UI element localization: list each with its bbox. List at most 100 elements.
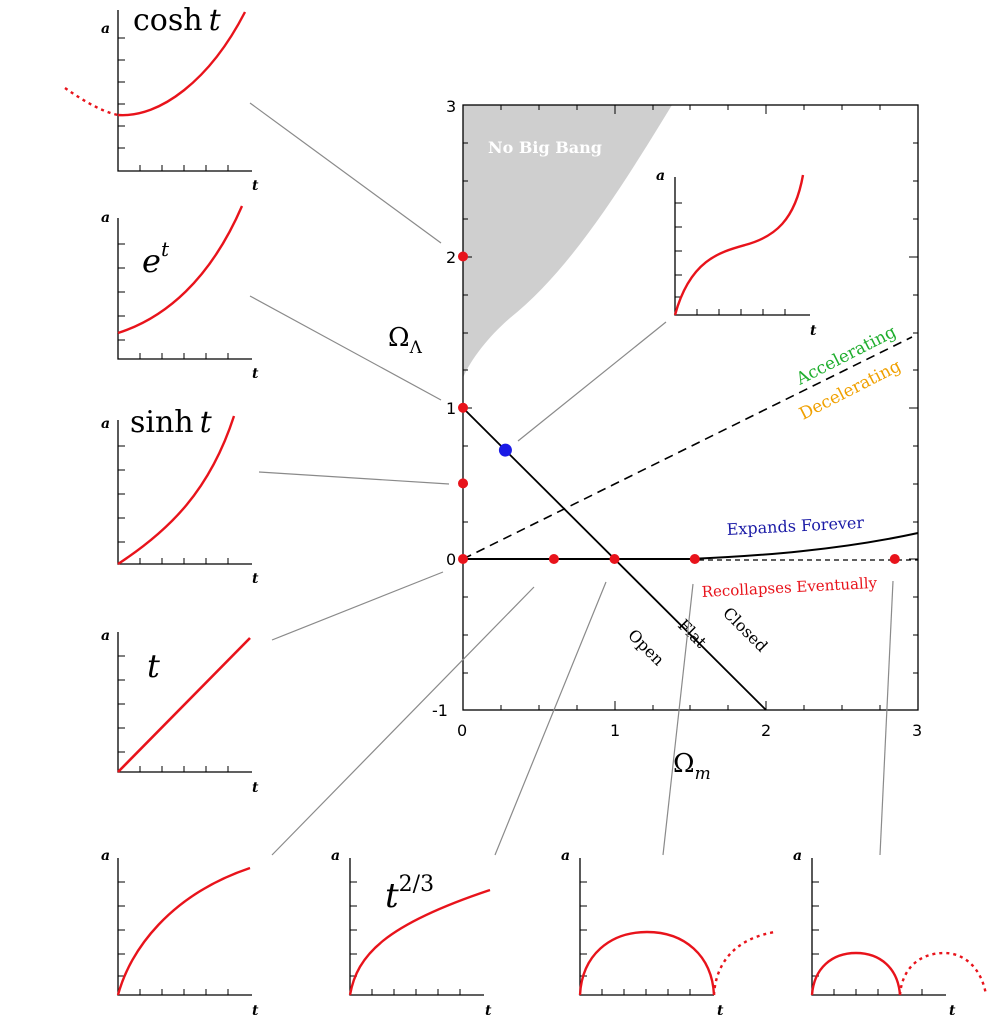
mini-axis-t: t [252, 366, 259, 382]
x-tick-label: 3 [912, 721, 922, 740]
closed-curve-1 [578, 930, 716, 996]
mini-ticks [580, 881, 691, 995]
x-tick-label: 2 [761, 721, 771, 740]
connector-closed-2 [879, 580, 894, 856]
open-label: Open [624, 625, 668, 669]
mini-plot-inset: a t [656, 168, 817, 339]
connector-exp [249, 295, 442, 401]
model-point [458, 554, 468, 564]
expands-forever-label: Expands Forever [726, 513, 865, 539]
linear-curve [117, 637, 251, 773]
connector-cosh [249, 102, 442, 244]
mini-ticks [118, 881, 229, 995]
recollapse-boundary [689, 532, 919, 560]
y-tick-label: 2 [446, 248, 456, 267]
model-point [458, 478, 468, 489]
mini-axis-t: t [252, 571, 259, 587]
power-curve [348, 888, 491, 996]
y-tick-label: 1 [446, 399, 456, 418]
sqrt-curve [116, 866, 251, 996]
mini-plot-closed-2: a t [793, 848, 988, 1019]
closed-curve-2-next [898, 951, 988, 996]
model-point [689, 554, 700, 564]
mini-ticks [675, 202, 786, 315]
mini-axis-a: a [101, 848, 110, 864]
mini-axis-t: t [949, 1003, 956, 1019]
mini-axis-a: a [101, 628, 110, 644]
connector-closed-1 [662, 583, 694, 856]
closed-curve-1-next [712, 930, 776, 996]
no-big-bang-label: No Big Bang [488, 138, 602, 157]
mini-axis-a: a [101, 210, 110, 226]
closed-curve-2 [810, 951, 902, 996]
y-tick-label: 3 [446, 97, 456, 116]
cosh-curve [117, 11, 247, 117]
sinh-label: sinh t [130, 405, 213, 440]
mini-axes [117, 858, 252, 996]
model-points [458, 251, 900, 564]
model-point [889, 554, 900, 564]
model-point [458, 251, 468, 262]
mini-axes [117, 420, 252, 565]
connector-inset [517, 321, 667, 442]
mini-axis-t: t [252, 1003, 259, 1019]
inset-curve [673, 174, 805, 316]
connector-sqrt [271, 586, 535, 856]
mini-axis-t: t [717, 1003, 724, 1019]
flat-label: Flat [674, 615, 711, 652]
mini-axis-a: a [793, 848, 802, 864]
exp-label: et [142, 237, 170, 280]
mini-axis-t: t [252, 780, 259, 796]
y-tick-label: -1 [432, 701, 448, 720]
mini-axis-a: a [101, 416, 110, 432]
model-point [609, 554, 620, 564]
mini-plot-linear: a t t [101, 628, 259, 796]
mini-plot-power: a t t2/3 [331, 848, 492, 1019]
acceleration-boundary [462, 336, 913, 560]
y-axis-title: ΩΛ [388, 323, 423, 358]
no-big-bang-region [463, 105, 672, 378]
mini-plot-cosh: a t cosh t [64, 3, 259, 194]
mini-ticks [812, 881, 923, 995]
x-tick-label: 0 [457, 721, 467, 740]
mini-plot-sqrt: a t [101, 848, 259, 1019]
mini-axis-a: a [331, 848, 340, 864]
mini-plot-exp: a t et [101, 205, 259, 382]
mini-axes [579, 858, 714, 996]
mini-axis-t: t [252, 178, 259, 194]
mini-plot-sinh: a t sinh t [101, 405, 259, 587]
connector-power [494, 581, 607, 856]
exp-curve [117, 205, 244, 335]
power-label: t2/3 [385, 872, 434, 916]
connector-lines [249, 102, 894, 856]
main-plot: No Big Bang [388, 97, 922, 784]
connector-sinh [258, 471, 450, 485]
x-axis-title: Ωm [673, 749, 711, 784]
linear-label: t [147, 647, 160, 685]
mini-axes [117, 218, 252, 360]
x-tick-label: 1 [610, 721, 620, 740]
mini-ticks [118, 243, 229, 359]
mini-axis-a: a [101, 21, 110, 37]
mini-axes [117, 10, 252, 172]
closed-label: Closed [719, 603, 771, 655]
connector-linear [271, 571, 444, 641]
mini-axis-a: a [561, 848, 570, 864]
mini-axes [811, 858, 946, 996]
mini-ticks [350, 881, 461, 995]
mini-ticks [118, 655, 229, 772]
mini-plot-closed-1: a t [561, 848, 776, 1019]
model-point [548, 554, 559, 564]
y-tick-label: 0 [446, 550, 456, 569]
mini-ticks [118, 37, 229, 171]
sinh-curve [117, 415, 236, 566]
cosh-label: cosh t [133, 3, 222, 38]
recollapses-eventually-label: Recollapses Eventually [701, 574, 878, 601]
mini-ticks [118, 445, 229, 564]
model-point [458, 402, 468, 413]
mini-axis-t: t [485, 1003, 492, 1019]
cosh-curve-past [64, 87, 119, 117]
current-universe-point [498, 443, 512, 457]
mini-axis-t: t [810, 323, 817, 339]
